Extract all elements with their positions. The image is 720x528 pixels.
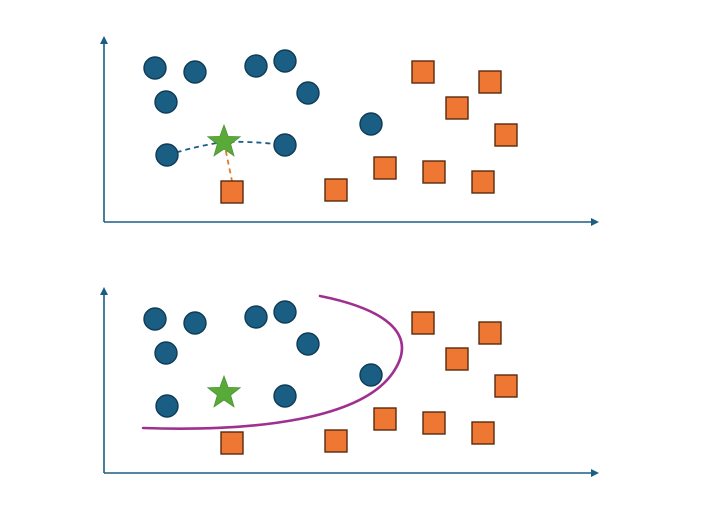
square-icon bbox=[445, 347, 469, 371]
circle-icon bbox=[244, 54, 268, 78]
neighbor-link-orange bbox=[223, 141, 233, 182]
circle-icon bbox=[273, 133, 297, 157]
circle-icon bbox=[359, 112, 383, 136]
decision-boundary-curve bbox=[141, 294, 404, 430]
square-icon bbox=[411, 60, 435, 84]
circle-icon bbox=[183, 60, 207, 84]
circle-icon bbox=[296, 81, 320, 105]
square-icon bbox=[220, 431, 244, 455]
circle-icon bbox=[273, 384, 297, 408]
square-icon bbox=[471, 170, 495, 194]
circle-icon bbox=[244, 305, 268, 329]
circle-icon bbox=[273, 49, 297, 73]
square-icon bbox=[494, 123, 518, 147]
square-icon bbox=[422, 160, 446, 184]
square-icon bbox=[471, 421, 495, 445]
square-icon bbox=[220, 180, 244, 204]
circle-icon bbox=[155, 394, 179, 418]
circle-icon bbox=[296, 332, 320, 356]
top-panel bbox=[100, 36, 599, 226]
star-icon bbox=[206, 123, 242, 157]
circle-icon bbox=[359, 363, 383, 387]
square-icon bbox=[478, 321, 502, 345]
bottom-panel bbox=[100, 287, 599, 477]
circle-icon bbox=[154, 90, 178, 114]
circle-icon bbox=[183, 311, 207, 335]
circle-icon bbox=[155, 143, 179, 167]
square-icon bbox=[494, 374, 518, 398]
circle-icon bbox=[154, 341, 178, 365]
square-icon bbox=[324, 178, 348, 202]
square-icon bbox=[373, 407, 397, 431]
circle-icon bbox=[143, 56, 167, 80]
circle-icon bbox=[143, 307, 167, 331]
square-icon bbox=[445, 96, 469, 120]
square-icon bbox=[411, 311, 435, 335]
square-icon bbox=[478, 70, 502, 94]
square-icon bbox=[422, 411, 446, 435]
circle-icon bbox=[273, 300, 297, 324]
star-icon bbox=[206, 374, 242, 408]
square-icon bbox=[324, 429, 348, 453]
square-icon bbox=[373, 156, 397, 180]
